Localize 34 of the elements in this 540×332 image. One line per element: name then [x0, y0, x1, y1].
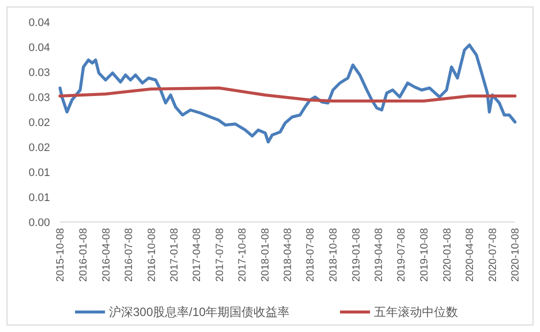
- y-tick-label: 0.03: [28, 92, 50, 104]
- y-tick-label: 0.00: [28, 216, 50, 229]
- x-tick-label: 2019-01-08: [350, 228, 363, 282]
- x-tick-label: 2016-04-08: [100, 228, 112, 282]
- x-tick-label: 2015-10-08: [54, 228, 67, 282]
- x-tick-label: 2019-07-08: [396, 228, 408, 282]
- x-tick-label: 2017-01-08: [168, 228, 181, 282]
- x-tick-label: 2016-10-08: [146, 228, 158, 282]
- x-tick-label: 2020-07-08: [486, 228, 499, 282]
- y-tick-label: 0.03: [28, 66, 50, 79]
- legend-label: 五年滚动中位数: [374, 305, 458, 320]
- y-tick-label: 0.01: [28, 166, 50, 179]
- y-tick-label: 0.02: [28, 116, 50, 129]
- x-tick-label: 2017-04-08: [191, 228, 204, 282]
- x-tick-label: 2018-01-08: [260, 228, 272, 282]
- x-tick-label: 2018-10-08: [328, 228, 340, 282]
- y-tick-label: 0.01: [28, 192, 50, 204]
- line-series: [58, 44, 516, 144]
- legend-label: 沪深300股息率/10年期国债收益率: [109, 305, 290, 320]
- y-tick-label: 0.04: [28, 16, 50, 29]
- x-tick-label: 2016-07-08: [122, 228, 135, 282]
- x-tick-label: 2020-10-08: [510, 228, 522, 282]
- x-tick-label: 2020-04-08: [464, 228, 476, 282]
- x-tick-label: 2019-04-08: [372, 228, 385, 282]
- x-tick-label: 2017-07-08: [214, 228, 226, 282]
- x-tick-label: 2020-01-08: [441, 228, 454, 282]
- y-tick-label: 0.04: [28, 42, 50, 54]
- line-series: [58, 86, 516, 102]
- x-tick-label: 2018-04-08: [282, 228, 294, 282]
- y-tick-label: 0.02: [28, 142, 50, 154]
- x-tick-label: 2018-07-08: [304, 228, 317, 282]
- x-tick-label: 2016-01-08: [78, 228, 90, 282]
- x-tick-label: 2019-10-08: [418, 228, 431, 282]
- x-tick-label: 2017-10-08: [236, 228, 249, 282]
